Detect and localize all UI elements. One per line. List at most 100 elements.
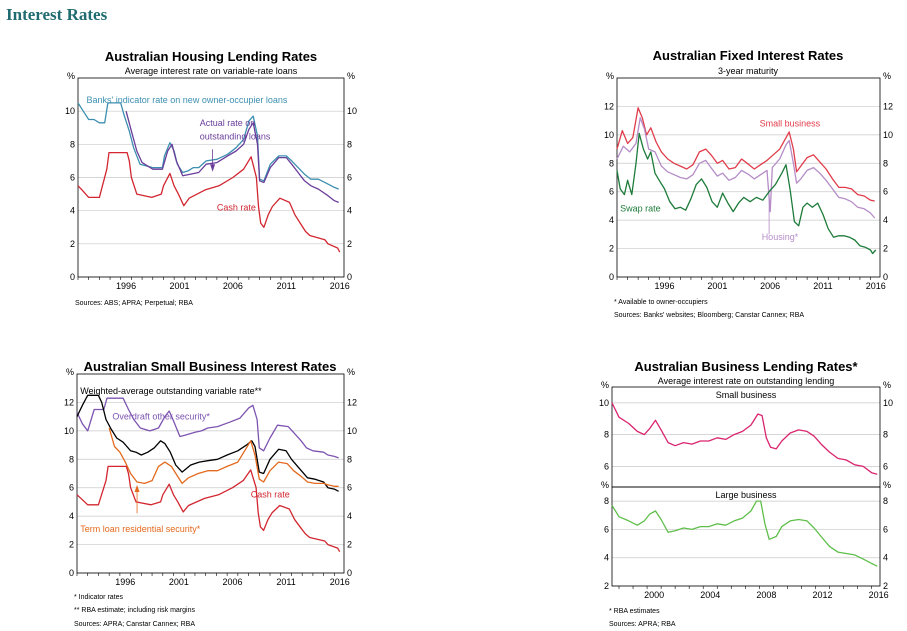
y-unit-right: % (883, 480, 891, 490)
x-tick-label: 2006 (760, 281, 780, 291)
x-tick-label: 1996 (655, 281, 675, 291)
series-line (76, 397, 339, 459)
y-tick-label-right: 10 (347, 106, 357, 116)
y-tick-label-left: 8 (604, 430, 609, 440)
x-tick-label: 2006 (223, 281, 243, 291)
x-tick-label: 2008 (756, 590, 776, 600)
y-tick-label-right: 8 (883, 158, 888, 168)
x-tick-label: 2016 (869, 590, 889, 600)
series-line (76, 465, 341, 553)
series-line (616, 117, 876, 219)
y-tick-label-left: 10 (604, 130, 614, 140)
chart-subtitle: Average interest rate on variable-rate l… (125, 66, 298, 76)
y-tick-label-left: 8 (604, 496, 609, 506)
y-tick-label-left: 2 (70, 239, 75, 249)
panel-title: Large business (715, 490, 777, 500)
chart-note: Sources: ABS; APRA; Perpetual; RBA (75, 300, 193, 307)
y-tick-label-right: 8 (347, 139, 352, 149)
y-tick-label-right: 4 (347, 206, 352, 216)
series-line (611, 402, 878, 475)
y-tick-label-right: 12 (347, 397, 357, 407)
chart-note: Sources: Banks' websites; Bloomberg; Can… (614, 312, 804, 319)
arrow-head (210, 164, 216, 172)
y-tick-label-right: 6 (883, 187, 888, 197)
y-unit-left: % (606, 71, 614, 81)
y-tick-label-right: 2 (883, 581, 888, 591)
y-tick-label-right: 2 (883, 244, 888, 254)
y-tick-label-right: 2 (347, 239, 352, 249)
x-tick-label: 2012 (812, 590, 832, 600)
series-label: outstanding loans (200, 131, 271, 141)
y-tick-label-left: 8 (609, 158, 614, 168)
series-line (616, 107, 875, 202)
y-tick-label-left: 12 (604, 101, 614, 111)
series-label: Housing* (762, 232, 799, 242)
y-tick-label-left: 12 (64, 397, 74, 407)
y-tick-label-right: 8 (883, 496, 888, 506)
chart-subtitle: Average interest rate on outstanding len… (658, 376, 834, 386)
series-label: Small business (760, 118, 821, 128)
y-unit-left: % (601, 480, 609, 490)
y-tick-label-left: 4 (604, 553, 609, 563)
series-line (108, 427, 339, 487)
y-tick-label-right: 4 (883, 215, 888, 225)
x-tick-label: 2001 (169, 577, 189, 587)
chart-subtitle: 3-year maturity (718, 66, 779, 76)
series-label: Actual rate on (200, 118, 256, 128)
y-tick-label-left: 2 (609, 244, 614, 254)
y-tick-label-left: 10 (65, 106, 75, 116)
chart-note: * RBA estimates (609, 608, 660, 615)
chart-note: Sources: APRA; RBA (609, 621, 676, 628)
y-tick-label-left: 6 (604, 461, 609, 471)
y-unit-right: % (347, 367, 355, 377)
y-tick-label-right: 0 (347, 272, 352, 282)
plot-frame (77, 77, 345, 278)
y-tick-label-right: 10 (883, 130, 893, 140)
x-tick-label: 2016 (330, 281, 350, 291)
plot-frame (76, 373, 345, 574)
y-tick-label-left: 8 (70, 139, 75, 149)
x-tick-label: 2011 (277, 281, 296, 291)
panel-title: Small business (716, 390, 777, 400)
arrow-head (134, 484, 140, 492)
y-unit-right: % (883, 71, 891, 81)
series-label: Banks' indicator rate on new owner-occup… (87, 95, 288, 105)
plot-frame (611, 386, 881, 488)
series-line (616, 132, 877, 255)
x-tick-label: 2016 (330, 577, 350, 587)
y-unit-right: % (883, 380, 891, 390)
chart-note: * Available to owner-occupiers (614, 299, 708, 306)
chart-title: Australian Business Lending Rates* (634, 359, 858, 374)
y-tick-label-right: 4 (883, 553, 888, 563)
y-unit-left: % (601, 380, 609, 390)
series-line (125, 111, 339, 204)
series-line (77, 151, 341, 253)
y-unit-left: % (66, 367, 74, 377)
chart-note: * Indicator rates (74, 594, 124, 601)
series-label: Swap rate (620, 204, 661, 214)
series-label: Term loan residential security* (80, 524, 201, 534)
y-tick-label-right: 6 (883, 524, 888, 534)
chart-note: Sources: APRA; Canstar Cannex; RBA (74, 621, 195, 628)
y-tick-label-left: 6 (69, 483, 74, 493)
series-line (77, 102, 339, 190)
y-tick-label-left: 8 (69, 454, 74, 464)
x-tick-label: 2000 (644, 590, 664, 600)
y-tick-label-left: 6 (604, 524, 609, 534)
y-tick-label-right: 0 (883, 272, 888, 282)
x-tick-label: 1996 (116, 281, 136, 291)
x-tick-label: 2016 (866, 281, 886, 291)
y-tick-label-right: 6 (347, 173, 352, 183)
chart-title: Australian Small Business Interest Rates (84, 359, 337, 374)
y-tick-label-left: 6 (609, 187, 614, 197)
x-tick-label: 2011 (276, 577, 295, 587)
y-tick-label-left: 0 (69, 568, 74, 578)
y-tick-label-right: 10 (347, 426, 357, 436)
chart-title: Australian Fixed Interest Rates (653, 48, 844, 63)
series-label: Cash rate (217, 203, 256, 213)
y-tick-label-left: 10 (64, 426, 74, 436)
x-tick-label: 2011 (813, 281, 832, 291)
x-tick-label: 2004 (700, 590, 720, 600)
y-tick-label-left: 0 (609, 272, 614, 282)
